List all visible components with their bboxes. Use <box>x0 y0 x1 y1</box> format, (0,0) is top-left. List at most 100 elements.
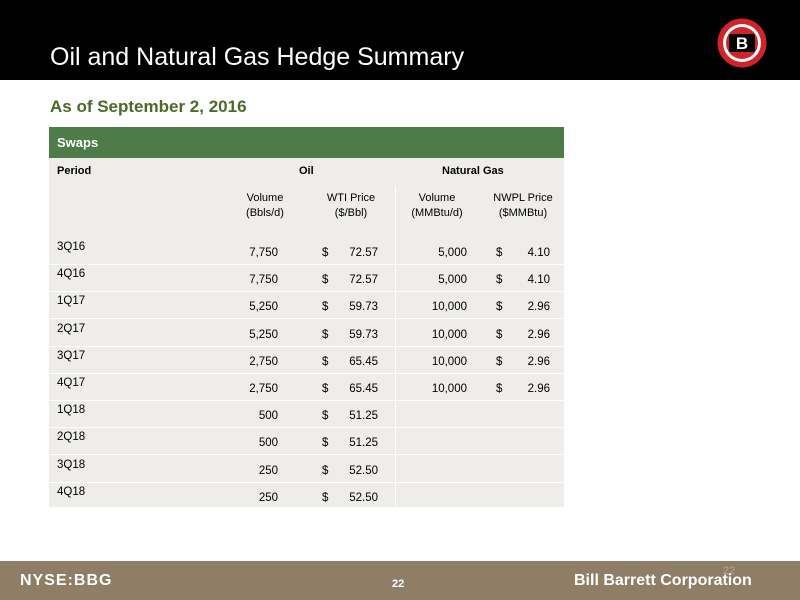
swaps-section-bar: Swaps <box>49 127 564 158</box>
slide-title: Oil and Natural Gas Hedge Summary <box>50 43 465 71</box>
wti-price-cell: 51.25 <box>349 437 378 450</box>
oil-dollar-sign: $ <box>322 410 329 423</box>
table-row: 3Q18 250 $52.50 <box>49 456 564 483</box>
oil-dollar-sign: $ <box>322 383 329 395</box>
oil-volume-cell: 250 <box>258 491 278 504</box>
row-divider <box>49 508 564 510</box>
oil-volume-header: Volume (Bbls/d) <box>225 192 305 219</box>
period-header: Period <box>57 165 92 177</box>
gas-volume-cell: 10,000 <box>431 355 467 368</box>
period-cell: 3Q18 <box>57 458 86 471</box>
row-divider <box>49 318 564 320</box>
gas-dollar-sign: $ <box>496 274 503 287</box>
gas-dollar-sign: $ <box>496 301 503 314</box>
gas-volume-cell: 10,000 <box>431 328 467 341</box>
gas-volume-header: Volume (MMBtu/d) <box>397 192 477 219</box>
row-divider <box>49 481 564 483</box>
oil-dollar-sign: $ <box>322 274 329 287</box>
page-number-faint: 22 <box>723 565 736 577</box>
oil-volume-cell: 500 <box>258 437 278 450</box>
oil-volume-header-line2: (Bbls/d) <box>246 207 284 219</box>
oil-dollar-sign: $ <box>322 437 329 450</box>
oil-volume-cell: 7,750 <box>249 274 278 287</box>
hedge-table: Swaps Period Oil Natural Gas Volume (Bbl… <box>49 127 564 510</box>
row-divider <box>49 372 564 374</box>
header-bar: Oil and Natural Gas Hedge Summary B <box>0 0 800 80</box>
oil-volume-cell: 5,250 <box>249 328 278 341</box>
wti-price-header: WTI Price ($/Bbl) <box>311 192 391 219</box>
gas-volume-header-line1: Volume <box>418 192 456 204</box>
row-divider <box>49 345 564 347</box>
oil-dollar-sign: $ <box>322 247 329 259</box>
gas-volume-cell: 5,000 <box>438 247 467 259</box>
gas-dollar-sign: $ <box>496 383 503 395</box>
table-row: 4Q16 7,750 $72.57 5,000 $4.10 <box>49 265 564 293</box>
wti-price-cell: 72.57 <box>349 274 378 287</box>
oil-volume-cell: 250 <box>258 464 278 477</box>
table-row: 4Q18 250 $52.50 <box>49 483 564 510</box>
gas-dollar-sign: $ <box>496 247 503 259</box>
period-cell: 4Q18 <box>57 485 86 498</box>
period-cell: 1Q17 <box>57 295 86 308</box>
oil-volume-cell: 500 <box>258 410 278 423</box>
gas-volume-cell: 10,000 <box>431 301 467 314</box>
row-divider <box>49 454 564 456</box>
table-row: 1Q18 500 $51.25 <box>49 401 564 429</box>
period-cell: 2Q18 <box>57 431 86 444</box>
oil-header: Oil <box>299 165 314 177</box>
page-number: 22 <box>392 578 405 590</box>
nwpl-price-cell: 2.96 <box>527 383 550 395</box>
oil-dollar-sign: $ <box>322 328 329 341</box>
period-cell: 3Q17 <box>57 349 86 362</box>
period-cell: 4Q17 <box>57 377 86 389</box>
oil-dollar-sign: $ <box>322 355 329 368</box>
period-cell: 4Q16 <box>57 268 86 281</box>
row-divider <box>49 264 564 265</box>
nwpl-price-cell: 4.10 <box>527 247 550 259</box>
table-row: 3Q16 7,750 $72.57 5,000 $4.10 <box>49 238 564 265</box>
stock-ticker: NYSE:BBG <box>20 572 113 589</box>
row-divider <box>49 427 564 429</box>
wti-price-cell: 65.45 <box>349 383 378 395</box>
nwpl-price-header: NWPL Price ($MMBtu) <box>482 192 564 219</box>
wti-price-cell: 52.50 <box>349 491 378 504</box>
wti-price-cell: 52.50 <box>349 464 378 477</box>
wti-price-cell: 59.73 <box>349 328 378 341</box>
swaps-label: Swaps <box>57 135 99 150</box>
oil-volume-header-line1: Volume <box>246 192 284 204</box>
oil-volume-cell: 2,750 <box>249 355 278 368</box>
logo-letter: B <box>736 34 748 53</box>
row-divider <box>49 291 564 293</box>
oil-volume-cell: 7,750 <box>249 247 278 259</box>
gas-dollar-sign: $ <box>496 328 503 341</box>
period-cell: 1Q18 <box>57 404 86 417</box>
table-row: 4Q17 2,750 $65.45 10,000 $2.96 <box>49 374 564 401</box>
gas-dollar-sign: $ <box>496 355 503 368</box>
wti-price-cell: 72.57 <box>349 247 378 259</box>
wti-price-header-line2: ($/Bbl) <box>334 207 368 219</box>
wti-price-header-line1: WTI Price <box>326 192 376 204</box>
oil-dollar-sign: $ <box>322 464 329 477</box>
table-row: 2Q18 500 $51.25 <box>49 428 564 456</box>
nwpl-price-cell: 4.10 <box>527 274 550 287</box>
nwpl-price-header-line1: NWPL Price <box>493 192 553 204</box>
gas-volume-cell: 5,000 <box>438 274 467 287</box>
oil-volume-cell: 5,250 <box>249 301 278 314</box>
company-logo: B <box>717 18 767 68</box>
table-row: 1Q17 5,250 $59.73 10,000 $2.96 <box>49 292 564 320</box>
oil-volume-cell: 2,750 <box>249 383 278 395</box>
natural-gas-header: Natural Gas <box>442 165 504 177</box>
oil-dollar-sign: $ <box>322 491 329 504</box>
period-cell: 3Q16 <box>57 241 86 253</box>
company-name: Bill Barrett Corporation <box>574 572 752 589</box>
row-divider <box>49 400 564 401</box>
as-of-date: As of September 2, 2016 <box>50 97 247 116</box>
wti-price-cell: 65.45 <box>349 355 378 368</box>
table-row: 3Q17 2,750 $65.45 10,000 $2.96 <box>49 347 564 374</box>
footer-bar: NYSE:BBG 22 22 Bill Barrett Corporation <box>0 561 800 600</box>
wti-price-cell: 59.73 <box>349 301 378 314</box>
nwpl-price-cell: 2.96 <box>527 328 550 341</box>
oil-dollar-sign: $ <box>322 301 329 314</box>
gas-volume-header-line2: (MMBtu/d) <box>411 207 463 219</box>
nwpl-price-cell: 2.96 <box>527 355 550 368</box>
